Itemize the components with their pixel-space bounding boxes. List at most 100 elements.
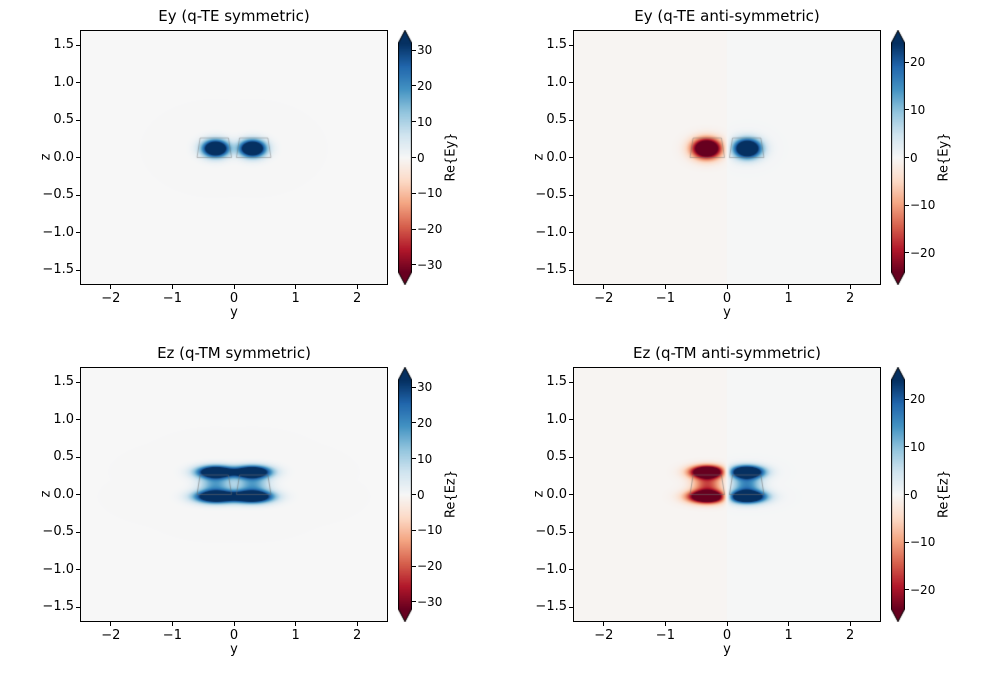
subplot-ez-qtm-symmetric: Ez (q-TM symmetric) z y Re{Ez} −2 −1 0 1 2 1.… — [0, 337, 492, 673]
y-axis-label: z — [531, 153, 547, 161]
colorbar-tick-label: −20 — [417, 222, 443, 237]
x-tick-mark — [788, 622, 790, 626]
colorbar-tick-mark — [905, 252, 909, 254]
plot-area — [573, 30, 881, 285]
x-tick-label: 2 — [353, 628, 362, 643]
x-tick-label: −1 — [655, 291, 675, 306]
x-tick-mark — [726, 285, 728, 289]
x-axis-label: y — [723, 305, 731, 320]
colorbar-tick-label: 0 — [910, 487, 918, 502]
y-tick-label: −1.0 — [535, 561, 567, 577]
colorbar-tick-label: 0 — [417, 487, 425, 502]
colorbar-tick-label: −30 — [417, 594, 443, 609]
colorbar-tick-label: 0 — [417, 150, 425, 165]
colorbar-tick-mark — [412, 494, 416, 495]
y-tick-label: 0.5 — [53, 449, 74, 464]
colorbar-tick-mark — [412, 85, 416, 87]
x-axis-label: y — [230, 642, 238, 657]
colorbar-tick-mark — [412, 529, 416, 531]
colorbar-tick-label: 10 — [417, 451, 433, 466]
plot-title: Ez (q-TM symmetric) — [157, 344, 311, 362]
x-tick-label: 1 — [291, 628, 300, 643]
colorbar-tick-mark — [412, 49, 416, 51]
colorbar-tick-mark — [905, 61, 909, 63]
y-tick-label: −1.5 — [535, 262, 567, 277]
colorbar-tick-label: 20 — [910, 55, 926, 70]
x-tick-mark — [110, 622, 112, 626]
x-tick-label: 2 — [846, 291, 855, 306]
colorbar-tick-label: −10 — [910, 535, 936, 550]
x-tick-mark — [233, 622, 235, 626]
y-tick-label: 0.5 — [546, 449, 567, 464]
colorbar-tick-mark — [905, 494, 909, 495]
colorbar-tick-mark — [905, 541, 909, 543]
colorbar-tick-label: 20 — [417, 415, 433, 430]
y-tick-label: −0.5 — [535, 187, 567, 202]
colorbar-tick-label: −10 — [910, 198, 936, 213]
colorbar-tick-mark — [905, 109, 909, 111]
subplot-ez-qtm-antisymmetric: Ez (q-TM anti-symmetric) z y Re{Ez} −2 −1… — [493, 337, 985, 673]
colorbar-tick-label: −30 — [417, 257, 443, 272]
plot-area — [80, 367, 388, 622]
y-tick-label: −0.5 — [42, 524, 74, 539]
colorbar-tick-label: 10 — [910, 439, 926, 454]
colorbar-tick-label: −20 — [417, 559, 443, 574]
x-tick-mark — [233, 285, 235, 289]
colorbar-tick-label: −10 — [417, 523, 443, 538]
colorbar-tick-label: −10 — [417, 186, 443, 201]
colorbar-tick-mark — [905, 204, 909, 206]
colorbar-tick-mark — [905, 589, 909, 591]
x-tick-label: 1 — [784, 291, 793, 306]
y-tick-label: 1.0 — [546, 411, 567, 427]
colorbar-tick-label: 20 — [910, 392, 926, 407]
x-tick-mark — [295, 285, 297, 289]
y-tick-label: −1.0 — [42, 561, 74, 577]
x-tick-mark — [356, 622, 358, 626]
y-tick-label: 0.5 — [53, 112, 74, 127]
colorbar-canvas — [398, 30, 412, 285]
x-tick-label: −2 — [101, 291, 121, 306]
x-tick-label: 1 — [784, 628, 793, 643]
colorbar-tick-mark — [905, 398, 909, 400]
colorbar-tick-label: 30 — [417, 43, 433, 58]
y-tick-label: −1.0 — [42, 224, 74, 240]
plot-title: Ez (q-TM anti-symmetric) — [632, 344, 822, 362]
y-axis-label: z — [38, 153, 54, 161]
colorbar-tick-label: 0 — [910, 150, 918, 165]
x-tick-mark — [849, 285, 851, 289]
subplot-ey-qte-antisymmetric: Ey (q-TE anti-symmetric) z y Re{Ey} −2 −1… — [493, 0, 985, 336]
heatmap-canvas — [80, 30, 388, 285]
colorbar-tick-label: 30 — [417, 380, 433, 395]
plot-title: Ey (q-TE symmetric) — [158, 7, 310, 25]
x-tick-label: 0 — [722, 628, 732, 643]
x-tick-mark — [726, 622, 728, 626]
colorbar-tick-mark — [412, 458, 416, 460]
y-tick-label: −0.5 — [42, 187, 74, 202]
y-tick-label: 0.5 — [546, 112, 567, 127]
x-tick-mark — [603, 622, 605, 626]
colorbar-tick-mark — [412, 386, 416, 388]
x-tick-label: −2 — [594, 628, 614, 643]
plot-area — [80, 30, 388, 285]
y-tick-label: −0.5 — [535, 524, 567, 539]
x-tick-mark — [788, 285, 790, 289]
colorbar-tick-label: −20 — [910, 245, 936, 260]
colorbar-tick-label: 10 — [910, 102, 926, 117]
x-tick-label: 1 — [291, 291, 300, 306]
colorbar — [891, 30, 905, 285]
colorbar-canvas — [891, 30, 905, 285]
y-tick-label: 1.5 — [546, 374, 567, 389]
x-tick-mark — [171, 285, 173, 289]
colorbar-tick-mark — [412, 157, 416, 158]
x-tick-mark — [171, 622, 173, 626]
y-tick-label: −1.5 — [42, 262, 74, 277]
x-tick-label: 0 — [229, 628, 239, 643]
colorbar — [398, 30, 412, 285]
colorbar-tick-mark — [905, 157, 909, 158]
x-tick-mark — [356, 285, 358, 289]
y-tick-label: 1.5 — [546, 37, 567, 52]
heatmap-canvas — [573, 30, 881, 285]
colorbar-tick-label: 10 — [417, 114, 433, 129]
x-tick-label: 2 — [846, 628, 855, 643]
colorbar-tick-label: 20 — [417, 78, 433, 93]
